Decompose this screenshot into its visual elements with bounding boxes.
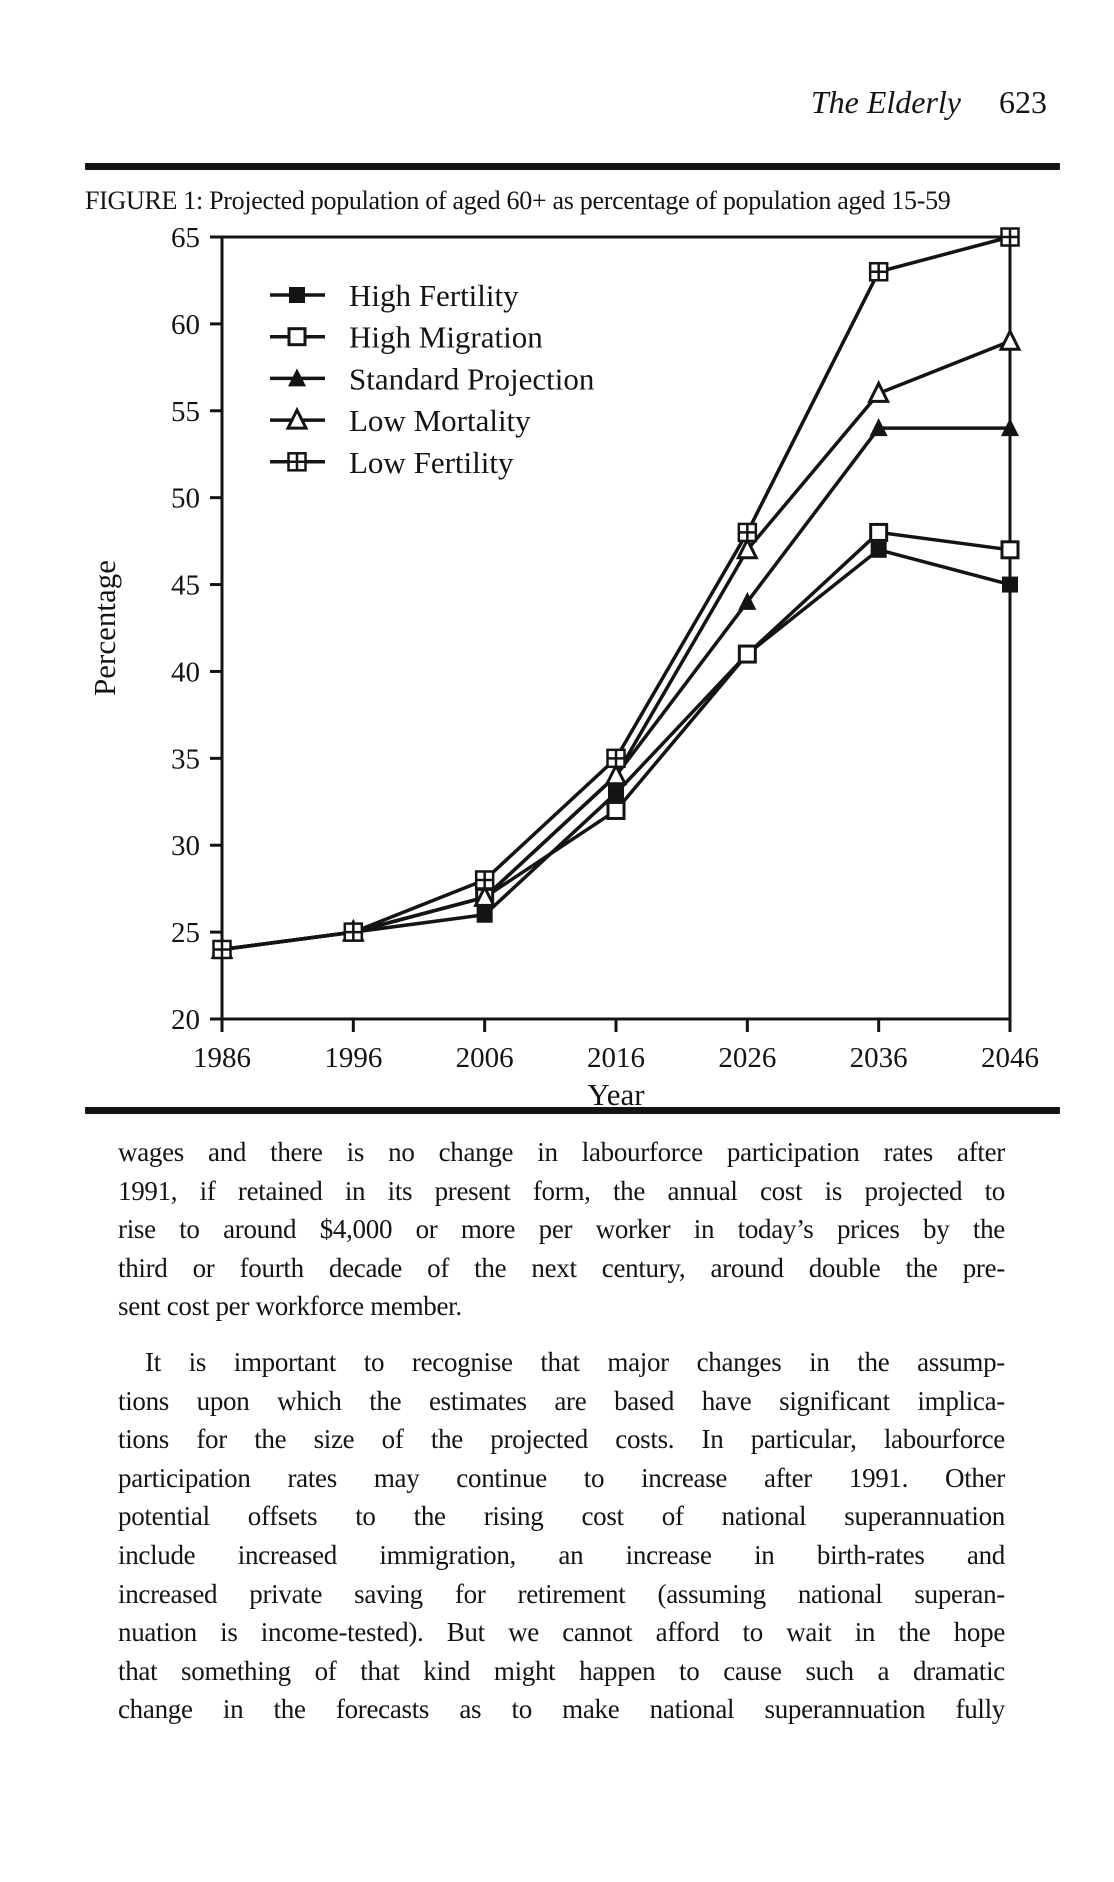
- y-tick-label: 20: [171, 1004, 200, 1036]
- y-tick-label: 60: [171, 309, 200, 341]
- figure-caption: FIGURE 1: Projected population of aged 6…: [85, 186, 951, 215]
- body-text: wages and there is no change in labourfo…: [118, 1133, 1005, 1729]
- top-rule: [85, 163, 1060, 170]
- marker-open-triangle: [604, 762, 628, 786]
- body-line: rise to around $4,000 or more per worker…: [118, 1214, 1005, 1245]
- x-tick-label: 2036: [850, 1042, 908, 1074]
- series-line-high-migration: [221, 530, 1011, 952]
- body-line: 1991, if retained in its present form, t…: [118, 1175, 1005, 1206]
- running-header-title: The Elderly: [810, 84, 961, 120]
- marker-filled-triangle: [1001, 418, 1019, 437]
- x-tick-label: 1986: [193, 1042, 251, 1074]
- bottom-rule: [85, 1107, 1060, 1114]
- legend-label-high-migration: High Migration: [349, 320, 543, 355]
- marker-open-square: [737, 644, 757, 664]
- body-line: include increased immigration, an increa…: [118, 1539, 1005, 1570]
- y-tick-label: 65: [171, 222, 200, 254]
- legend-label-low-fertility: Low Fertility: [349, 445, 514, 480]
- figure-chart: 20 25 30 35 40 45 50 55 60 65 1986 1996 2006 2016 2026…: [87, 222, 1039, 1108]
- series-line-low-mortality: [221, 339, 1011, 952]
- page-number: 623: [999, 84, 1047, 120]
- marker-open-square: [869, 522, 889, 542]
- y-tick-label: 55: [171, 396, 200, 428]
- y-tick-label: 50: [171, 483, 200, 515]
- body-line: wages and there is no change in labourfo…: [118, 1137, 1005, 1167]
- marker-filled-triangle: [288, 368, 306, 387]
- y-tick-label: 30: [171, 830, 200, 862]
- running-header: The Elderly 623: [811, 84, 1047, 121]
- x-tick-label: 2006: [456, 1042, 514, 1074]
- x-axis-title: Year: [587, 1077, 645, 1108]
- marker-filled-square: [870, 541, 887, 558]
- marker-open-square: [1000, 540, 1020, 560]
- x-tick-label: 1996: [324, 1042, 382, 1074]
- legend-label-standard-projection: Standard Projection: [349, 361, 595, 396]
- x-tick-label: 2016: [587, 1042, 645, 1074]
- marker-filled-square: [289, 287, 305, 303]
- marker-filled-square: [608, 785, 624, 802]
- body-line: increased private saving for retirement …: [118, 1578, 1005, 1609]
- body-line: sent cost per workforce member.: [118, 1291, 462, 1322]
- paragraph: It is important to recognise that major …: [118, 1343, 1005, 1729]
- series-line-low-fertility: [221, 235, 1011, 952]
- marker-filled-square: [476, 906, 493, 923]
- body-line: third or fourth decade of the next centu…: [118, 1252, 1005, 1283]
- y-tick-label: 35: [171, 743, 200, 775]
- marker-filled-triangle: [738, 591, 757, 610]
- paragraph: wages and there is no change in labourfo…: [118, 1133, 1005, 1326]
- x-tick-label: 2046: [981, 1042, 1039, 1074]
- series-line-standard-projection: [221, 426, 1010, 952]
- body-line: nuation is income-tested). But we cannot…: [118, 1617, 1005, 1648]
- body-line: change in the forecasts as to make natio…: [118, 1694, 1005, 1725]
- y-tick-label: 25: [171, 917, 200, 949]
- body-line: potential offsets to the rising cost of …: [118, 1501, 1005, 1532]
- body-line: tions for the size of the projected cost…: [118, 1424, 1005, 1455]
- marker-open-triangle: [735, 536, 759, 560]
- body-line: tions upon which the estimates are based…: [118, 1385, 1005, 1416]
- legend-label-high-fertility: High Fertility: [349, 278, 519, 313]
- y-tick-label: 40: [171, 656, 200, 688]
- marker-open-triangle: [285, 406, 309, 430]
- plot-frame: [220, 235, 1012, 1021]
- marker-open-square: [606, 800, 626, 820]
- legend-label-low-mortality: Low Mortality: [349, 403, 531, 438]
- marker-open-square: [287, 327, 307, 347]
- y-axis-title: Percentage: [87, 560, 122, 696]
- marker-filled-triangle: [869, 418, 888, 437]
- marker-open-triangle: [473, 884, 497, 907]
- body-line: that something of that kind might happen…: [118, 1655, 1005, 1686]
- body-line: participation rates may continue to incr…: [118, 1462, 1005, 1493]
- y-tick-label: 45: [171, 570, 200, 602]
- x-tick-label: 2026: [718, 1042, 776, 1074]
- marker-open-triangle: [867, 380, 891, 403]
- marker-open-triangle: [998, 327, 1022, 351]
- marker-filled-square: [1002, 576, 1018, 593]
- body-line: It is important to recognise that major …: [145, 1346, 1005, 1377]
